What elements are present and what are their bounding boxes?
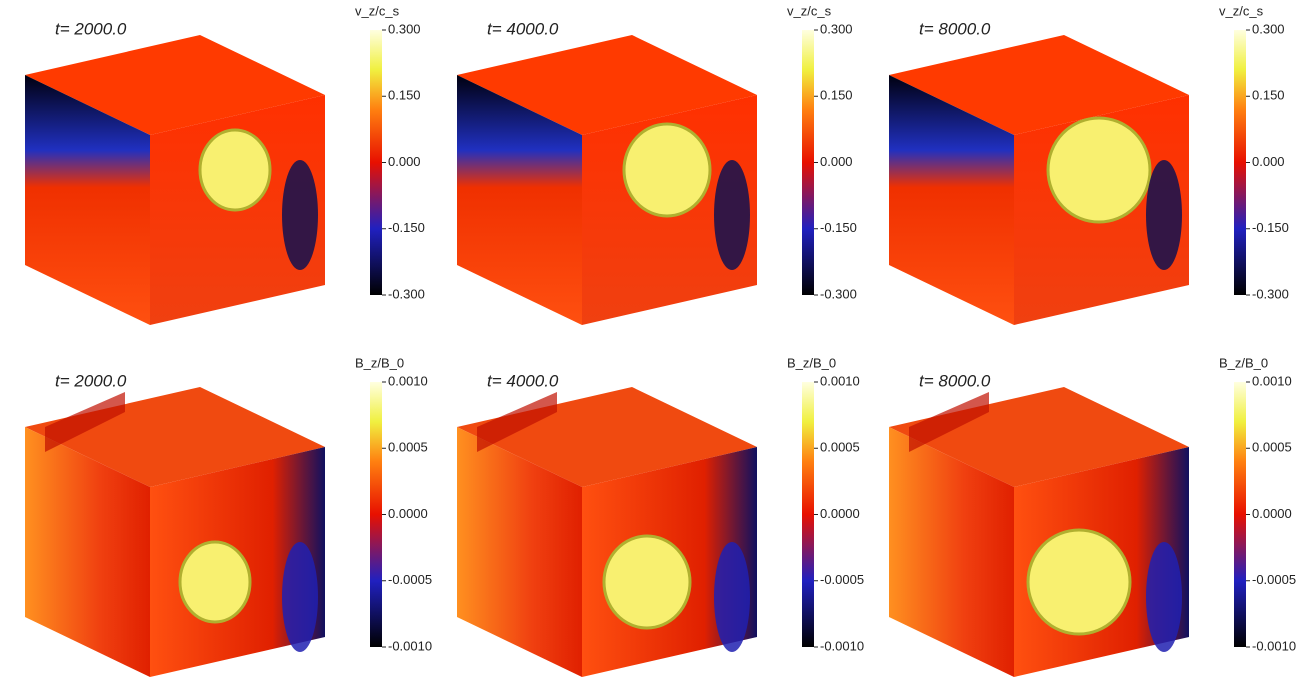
colorbar-tick-label: -0.150: [1252, 220, 1289, 235]
colorbar-tick-label: -0.0005: [388, 572, 432, 587]
blob: [622, 122, 712, 218]
colorbar-title: v_z/c_s: [787, 3, 832, 18]
cube-left: [25, 427, 150, 677]
panel: B_z/B_0 0.0010 0.0005 0.0000 -0.0005 -0.0010 t…: [25, 355, 432, 677]
colorbar-tick-label: 0.300: [1252, 21, 1285, 36]
ridge: [45, 392, 125, 452]
colorbar-tick-label: 0.000: [820, 154, 853, 169]
blob: [1146, 160, 1182, 270]
colorbar: [370, 382, 382, 647]
panel: B_z/B_0 0.0010 0.0005 0.0000 -0.0005 -0.0010 t…: [457, 355, 864, 677]
colorbar-title: v_z/c_s: [1219, 3, 1264, 18]
colorbar-title: B_z/B_0: [1219, 355, 1268, 370]
colorbar-tick-label: -0.150: [388, 220, 425, 235]
colorbar-tick-label: 0.150: [820, 88, 853, 103]
time-label: t= 4000.0: [487, 19, 559, 38]
colorbar-tick-label: 0.300: [820, 21, 853, 36]
colorbar-tick-label: 0.0005: [820, 440, 860, 455]
cube-left: [889, 75, 1014, 325]
blob: [714, 160, 750, 270]
ridge: [477, 392, 557, 452]
blob: [714, 542, 750, 652]
colorbar-tick-label: 0.0000: [388, 506, 428, 521]
colorbar-tick-label: 0.300: [388, 21, 421, 36]
time-label: t= 8000.0: [919, 19, 991, 38]
colorbar: [802, 30, 814, 295]
colorbar: [1234, 30, 1246, 295]
blob: [282, 160, 318, 270]
cube-left: [457, 427, 582, 677]
colorbar-tick-label: -0.300: [388, 286, 425, 301]
time-label: t= 4000.0: [487, 371, 559, 390]
time-label: t= 8000.0: [919, 371, 991, 390]
colorbar: [1234, 382, 1246, 647]
colorbar-tick-label: -0.0005: [820, 572, 864, 587]
colorbar-title: B_z/B_0: [787, 355, 836, 370]
cube-top: [889, 35, 1189, 135]
colorbar-tick-label: 0.150: [388, 88, 421, 103]
panel: B_z/B_0 0.0010 0.0005 0.0000 -0.0005 -0.0010 t…: [889, 355, 1296, 677]
cube-top: [25, 35, 325, 135]
colorbar-tick-label: 0.000: [1252, 154, 1285, 169]
cube-top: [457, 35, 757, 135]
colorbar-tick-label: 0.0005: [1252, 440, 1292, 455]
colorbar-tick-label: 0.0010: [388, 373, 428, 388]
blob: [178, 540, 252, 624]
panel: v_z/c_s 0.300 0.150 0.000 -0.150 -0.300 t= 800…: [889, 3, 1289, 325]
blob: [1146, 542, 1182, 652]
panel: v_z/c_s 0.300 0.150 0.000 -0.150 -0.300 t= 400…: [457, 3, 857, 325]
panel: v_z/c_s 0.300 0.150 0.000 -0.150 -0.300 t= 200…: [25, 3, 425, 325]
colorbar: [802, 382, 814, 647]
colorbar-tick-label: -0.300: [820, 286, 857, 301]
ridge: [909, 392, 989, 452]
colorbar-tick-label: 0.150: [1252, 88, 1285, 103]
colorbar-tick-label: -0.0005: [1252, 572, 1296, 587]
blob: [282, 542, 318, 652]
cube-left: [25, 75, 150, 325]
colorbar-tick-label: -0.0010: [388, 638, 432, 653]
blob: [1046, 116, 1152, 224]
colorbar-tick-label: 0.000: [388, 154, 421, 169]
colorbar-tick-label: -0.0010: [1252, 638, 1296, 653]
colorbar-tick-label: -0.0010: [820, 638, 864, 653]
colorbar-tick-label: 0.0000: [1252, 506, 1292, 521]
blob: [198, 128, 272, 212]
cube-left: [889, 427, 1014, 677]
blob: [1026, 528, 1132, 636]
colorbar-tick-label: -0.150: [820, 220, 857, 235]
time-label: t= 2000.0: [55, 371, 127, 390]
blob: [602, 534, 692, 630]
colorbar-tick-label: -0.300: [1252, 286, 1289, 301]
colorbar-tick-label: 0.0000: [820, 506, 860, 521]
time-label: t= 2000.0: [55, 19, 127, 38]
colorbar-tick-label: 0.0010: [1252, 373, 1292, 388]
colorbar-title: B_z/B_0: [355, 355, 404, 370]
cube-left: [457, 75, 582, 325]
colorbar-tick-label: 0.0005: [388, 440, 428, 455]
colorbar: [370, 30, 382, 295]
colorbar-title: v_z/c_s: [355, 3, 400, 18]
colorbar-tick-label: 0.0010: [820, 373, 860, 388]
